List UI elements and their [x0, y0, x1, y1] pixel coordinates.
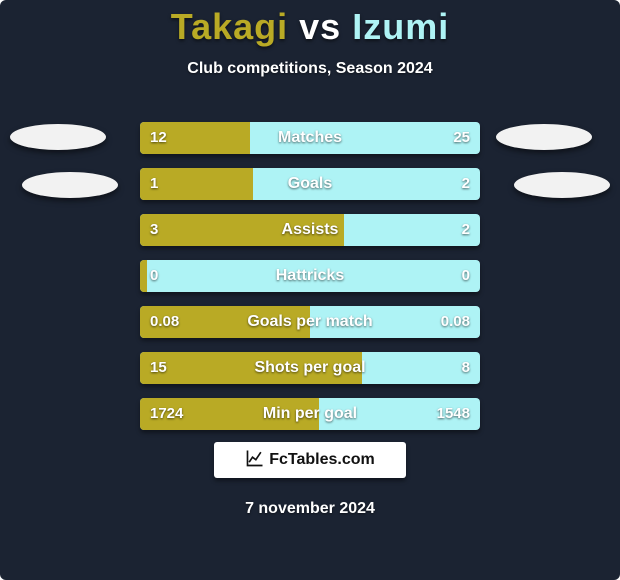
logo-text: FcTables.com — [269, 451, 375, 469]
stat-label: Min per goal — [140, 398, 480, 430]
player1-name: Takagi — [171, 6, 288, 47]
stats-container: 12Matches25 1Goals2 3Assists2 0Hattricks0 0.… — [140, 122, 480, 444]
vs-text: vs — [299, 6, 341, 47]
subtitle: Club competitions, Season 2024 — [0, 60, 620, 78]
stat-row: 12Matches25 — [140, 122, 480, 154]
stat-row: 0.08Goals per match0.08 — [140, 306, 480, 338]
stat-row: 1Goals2 — [140, 168, 480, 200]
page-title: Takagi vs Izumi — [0, 0, 620, 48]
player-logo-placeholder — [496, 124, 592, 150]
logo-badge: FcTables.com — [214, 442, 406, 478]
player-logo-placeholder — [514, 172, 610, 198]
stat-label: Assists — [140, 214, 480, 246]
stat-label: Hattricks — [140, 260, 480, 292]
stat-row: 15Shots per goal8 — [140, 352, 480, 384]
stat-value-right: 1548 — [437, 398, 470, 430]
player-logo-placeholder — [22, 172, 118, 198]
chart-icon — [245, 448, 265, 473]
comparison-card: Takagi vs Izumi Club competitions, Seaso… — [0, 0, 620, 580]
stat-value-right: 0 — [462, 260, 470, 292]
player-logo-placeholder — [10, 124, 106, 150]
stat-value-right: 8 — [462, 352, 470, 384]
stat-value-right: 0.08 — [441, 306, 470, 338]
stat-row: 1724Min per goal1548 — [140, 398, 480, 430]
stat-value-right: 25 — [453, 122, 470, 154]
player2-name: Izumi — [352, 6, 449, 47]
stat-label: Shots per goal — [140, 352, 480, 384]
stat-row: 3Assists2 — [140, 214, 480, 246]
stat-value-right: 2 — [462, 214, 470, 246]
date-text: 7 november 2024 — [0, 500, 620, 518]
stat-label: Goals per match — [140, 306, 480, 338]
stat-label: Goals — [140, 168, 480, 200]
stat-row: 0Hattricks0 — [140, 260, 480, 292]
stat-value-right: 2 — [462, 168, 470, 200]
stat-label: Matches — [140, 122, 480, 154]
